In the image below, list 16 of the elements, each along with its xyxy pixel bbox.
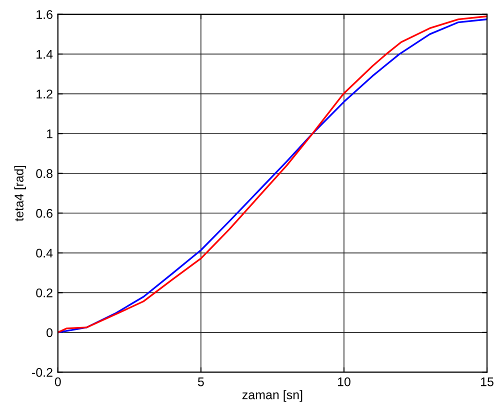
x-tick-label: 5 <box>198 378 204 386</box>
y-axis-title: teta4 [rad] <box>14 166 26 222</box>
x-axis-title: zaman [sn] <box>242 390 302 402</box>
y-tick-label: 0.4 <box>36 248 53 258</box>
y-tick-label: 0 <box>46 328 53 338</box>
y-tick-label: -0.2 <box>32 368 52 377</box>
y-tick-label: 0.8 <box>36 169 52 178</box>
y-tick-label: 0.6 <box>36 208 52 218</box>
x-tick-label: 15 <box>481 378 494 386</box>
y-tick-label: 1 <box>47 130 52 138</box>
x-tick-label: 0 <box>54 377 61 386</box>
x-tick-label: 10 <box>338 377 350 386</box>
y-tick-label: 0.2 <box>36 288 52 298</box>
y-tick-label: 1.6 <box>36 10 52 19</box>
y-tick-label: 1.4 <box>36 50 53 59</box>
y-tick-label: 1.2 <box>36 90 52 98</box>
